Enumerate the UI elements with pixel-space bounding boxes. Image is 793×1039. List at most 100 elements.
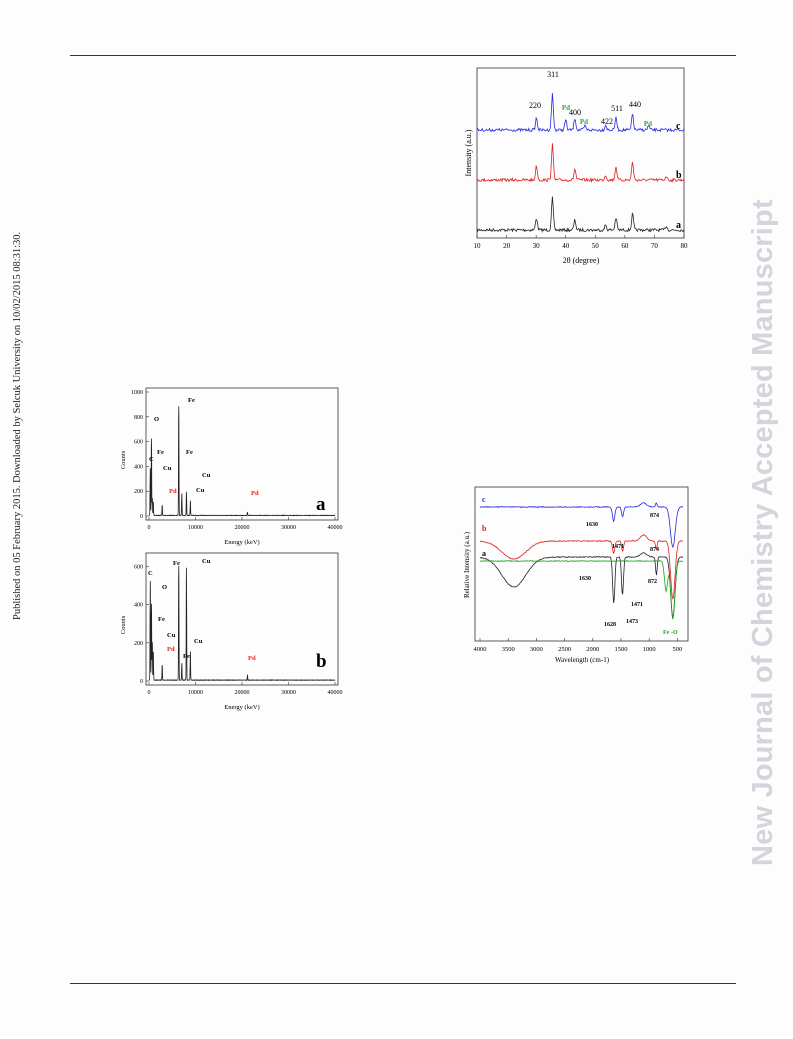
ftir-curve-c bbox=[479, 502, 683, 549]
xrd-curve-b bbox=[476, 143, 685, 184]
xrd-pd-label: Pd bbox=[644, 120, 652, 128]
xrd-xtick-label: 60 bbox=[621, 242, 629, 250]
edx-a-label-cu: Cu bbox=[163, 465, 172, 472]
ftir-xtick-label: 500 bbox=[672, 646, 682, 653]
xrd-xtick-label: 20 bbox=[503, 242, 511, 250]
edx-a-label-fe: Fe bbox=[188, 397, 195, 404]
ftir-xtick-label: 2000 bbox=[586, 646, 599, 653]
edx-ytick-label: 200 bbox=[134, 489, 143, 495]
edx-ytick-label: 600 bbox=[134, 565, 143, 571]
edx-b-label-fe: Fe bbox=[183, 653, 190, 660]
ftir-annotation: 1630 bbox=[586, 522, 598, 528]
xrd-xtick-label: 10 bbox=[474, 242, 482, 250]
xrd-peak-220: 220 bbox=[529, 101, 541, 110]
xrd-plot-frame bbox=[476, 67, 685, 239]
ftir-curve-label-c: c bbox=[482, 495, 486, 504]
edx-xtick-label: 20000 bbox=[235, 525, 250, 531]
edx-b-label-cu: Cu bbox=[194, 638, 203, 645]
footer-rule bbox=[70, 983, 736, 984]
ftir-annotation: 1471 bbox=[612, 544, 624, 550]
edx-b-label-pd: Pd bbox=[167, 646, 175, 653]
xrd-peak-422: 422 bbox=[601, 117, 613, 126]
xrd-curve-label-c: c bbox=[676, 121, 681, 132]
xrd-peak-440: 440 bbox=[629, 100, 641, 109]
edx-ytick-label: 600 bbox=[134, 440, 143, 446]
xrd-xtick-label: 50 bbox=[592, 242, 600, 250]
edx-a-label-fe: Fe bbox=[186, 449, 193, 456]
edx-a-label-cu: Cu bbox=[196, 487, 205, 494]
ftir-xlabel: Wavelength (cm-1) bbox=[555, 656, 610, 664]
xrd-pd-label: Pd bbox=[580, 118, 588, 126]
header-rule bbox=[70, 55, 736, 56]
xrd-curve-a bbox=[476, 196, 685, 233]
journal-watermark: New Journal of Chemistry Accepted Manusc… bbox=[747, 199, 779, 866]
edx-ytick-label: 800 bbox=[134, 415, 143, 421]
edx-a-label-pd: Pd bbox=[251, 490, 259, 497]
ftir-annotation: 874 bbox=[650, 513, 659, 519]
edx-a-xlabel: Energy (keV) bbox=[224, 539, 259, 546]
edx-ytick-label: 0 bbox=[140, 514, 143, 520]
edx-a-spectrum bbox=[148, 406, 336, 517]
ftir-curve-a bbox=[479, 552, 684, 619]
edx-b-ylabel: Counts bbox=[120, 615, 127, 634]
edx-b-label-c: C bbox=[148, 570, 153, 577]
edx-b-label-cu: Cu bbox=[167, 632, 176, 639]
edx-xtick-label: 30000 bbox=[281, 690, 296, 696]
ftir-xtick-label: 1000 bbox=[643, 646, 656, 653]
ftir-xtick-label: 3000 bbox=[530, 646, 543, 653]
ftir-xtick-label: 4000 bbox=[474, 646, 487, 653]
edx-figure-b: 0 10000 20000 30000 40000 0 200 400 600 C O Fe C… bbox=[120, 552, 343, 711]
ftir-figure: 4000 3500 3000 2500 2000 1500 1000 500 c b a 16… bbox=[463, 486, 689, 664]
ftir-xtick-label: 3500 bbox=[502, 646, 515, 653]
ftir-xtick-label: 2500 bbox=[558, 646, 571, 653]
ftir-curve-label-b: b bbox=[482, 524, 487, 533]
ftir-annotation: 1473 bbox=[626, 619, 638, 625]
edx-b-panel-label: b bbox=[316, 651, 327, 672]
edx-ytick-label: 400 bbox=[134, 464, 143, 470]
edx-ytick-label: 200 bbox=[134, 641, 143, 647]
edx-xtick-label: 20000 bbox=[235, 690, 250, 696]
ftir-annotation: 1628 bbox=[604, 622, 616, 628]
edx-a-ylabel: Counts bbox=[120, 450, 127, 469]
edx-b-label-o: O bbox=[162, 584, 167, 591]
edx-b-xlabel: Energy (keV) bbox=[224, 704, 259, 711]
ftir-annotation: 1471 bbox=[631, 602, 643, 608]
xrd-peak-311: 311 bbox=[547, 70, 559, 79]
ftir-xtick-label: 1500 bbox=[614, 646, 627, 653]
edx-xtick-label: 40000 bbox=[328, 525, 343, 531]
ftir-annotation: 874 bbox=[650, 547, 659, 553]
ftir-annotation: 872 bbox=[648, 579, 657, 585]
edx-xtick-label: 40000 bbox=[328, 690, 343, 696]
edx-ytick-label: 400 bbox=[134, 603, 143, 609]
xrd-peak-400: 400 bbox=[569, 108, 581, 117]
edx-figure-a: 0 10000 20000 30000 40000 0 200 400 600 800 1000 F… bbox=[120, 387, 343, 546]
edx-xtick-label: 0 bbox=[148, 690, 151, 696]
edx-b-label-cu: Cu bbox=[202, 558, 211, 565]
xrd-figure: 10 20 30 40 50 60 70 80 220 311 400 422 511 440… bbox=[464, 67, 689, 265]
ftir-curve-b bbox=[479, 534, 684, 600]
edx-a-plot-frame bbox=[145, 387, 339, 521]
edx-b-label-fe: Fe bbox=[158, 616, 165, 623]
edx-a-label-cu: Cu bbox=[202, 472, 211, 479]
ftir-plot-frame bbox=[474, 486, 689, 642]
xrd-pd-label: Pd bbox=[562, 104, 570, 112]
xrd-xtick-label: 30 bbox=[533, 242, 541, 250]
xrd-peak-511: 511 bbox=[611, 104, 623, 113]
edx-a-label-fe: Fe bbox=[157, 449, 164, 456]
ftir-annotation: 1630 bbox=[579, 576, 591, 582]
xrd-curve-label-b: b bbox=[676, 170, 682, 181]
edx-a-label-o: O bbox=[154, 416, 159, 423]
xrd-xlabel: 2θ (degree) bbox=[563, 256, 600, 265]
edx-ytick-label: 0 bbox=[140, 679, 143, 685]
edx-a-label-pd: Pd bbox=[169, 488, 177, 495]
edx-ytick-label: 1000 bbox=[131, 390, 143, 396]
xrd-xtick-label: 80 bbox=[681, 242, 689, 250]
edx-xtick-label: 0 bbox=[148, 525, 151, 531]
edx-a-label-c: C bbox=[149, 456, 154, 463]
ftir-curve-label-a: a bbox=[482, 549, 486, 558]
edx-b-label-pd: Pd bbox=[248, 655, 256, 662]
ftir-ylabel: Relative Intensity (a.u.) bbox=[463, 531, 471, 598]
edx-b-plot-frame bbox=[145, 552, 339, 686]
xrd-curve-c bbox=[476, 92, 685, 133]
xrd-ylabel: Intensity (a.u.) bbox=[464, 129, 473, 176]
